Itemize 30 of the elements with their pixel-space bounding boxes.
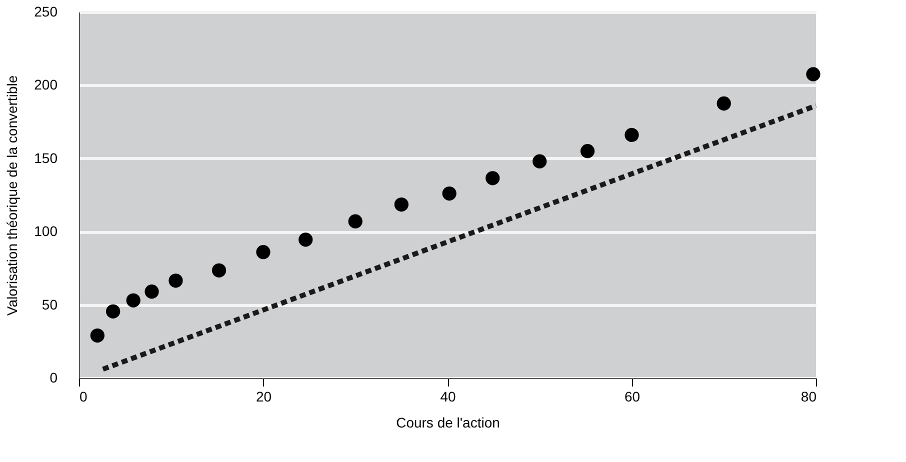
y-tick-label: 50 — [42, 296, 58, 312]
y-tick-label: 200 — [34, 76, 58, 93]
y-tick-label: 0 — [50, 370, 58, 386]
y-tick-label: 100 — [34, 223, 58, 240]
point — [90, 328, 104, 343]
point — [106, 304, 120, 318]
point — [580, 144, 595, 158]
y-axis-title: Valorisation théorique de la convertible — [4, 75, 20, 316]
point — [806, 67, 820, 82]
point — [716, 96, 731, 111]
point — [624, 128, 639, 142]
x-tick-label: 60 — [624, 388, 640, 404]
point — [256, 245, 270, 260]
point — [168, 274, 183, 288]
point — [394, 197, 409, 212]
y-tick-label: 250 — [34, 4, 58, 20]
x-axis-title: Cours de l'action — [396, 414, 500, 430]
point — [298, 232, 313, 247]
x-tick-label: 0 — [80, 388, 88, 404]
point — [348, 214, 362, 228]
point — [442, 186, 456, 201]
x-tick-label: 40 — [440, 388, 456, 404]
point — [486, 171, 500, 186]
point — [144, 284, 159, 299]
x-tick-label: 20 — [256, 388, 272, 404]
point — [126, 293, 140, 308]
y-tick-label: 150 — [34, 150, 58, 166]
x-tick-label: 80 — [800, 388, 817, 404]
point — [212, 263, 226, 278]
point — [532, 154, 547, 168]
